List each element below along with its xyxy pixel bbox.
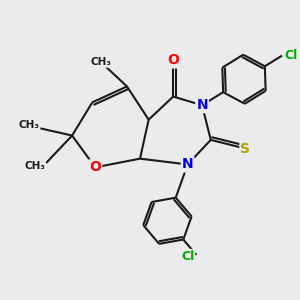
- Text: Cl: Cl: [285, 49, 298, 62]
- Text: CH₃: CH₃: [24, 161, 45, 171]
- Text: CH₃: CH₃: [18, 120, 39, 130]
- Text: Cl: Cl: [181, 250, 194, 263]
- Text: O: O: [89, 160, 101, 174]
- Text: N: N: [182, 158, 194, 171]
- Text: N: N: [196, 98, 208, 112]
- Text: CH₃: CH₃: [91, 57, 112, 67]
- Text: S: S: [240, 142, 250, 156]
- Text: O: O: [167, 53, 179, 68]
